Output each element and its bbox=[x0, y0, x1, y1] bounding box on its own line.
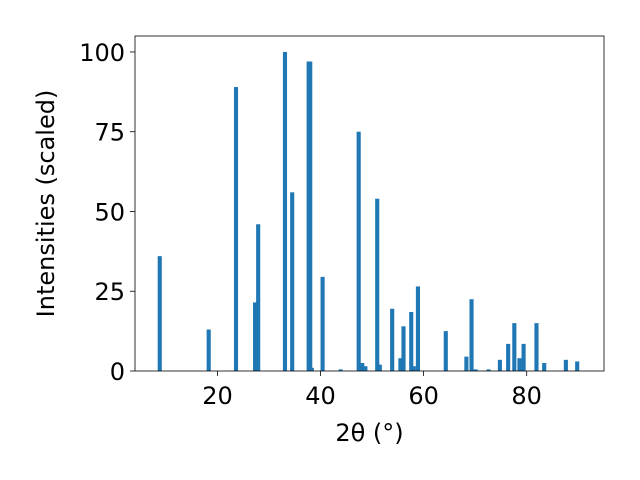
x-tick-label: 80 bbox=[511, 382, 542, 410]
bar bbox=[563, 359, 568, 371]
bar bbox=[320, 276, 325, 371]
bar bbox=[409, 311, 414, 371]
bar bbox=[360, 363, 365, 371]
x-tick-label: 20 bbox=[202, 382, 233, 410]
bar bbox=[401, 326, 406, 371]
bar bbox=[486, 369, 491, 371]
bar bbox=[233, 87, 239, 372]
bar bbox=[375, 198, 380, 371]
bar bbox=[415, 286, 420, 371]
bar bbox=[469, 299, 474, 371]
x-tick-label: 40 bbox=[305, 382, 336, 410]
bar bbox=[206, 329, 211, 371]
bar bbox=[282, 51, 288, 371]
bar bbox=[390, 308, 395, 371]
bar-series bbox=[157, 51, 580, 372]
bar bbox=[256, 224, 261, 371]
bar bbox=[308, 61, 313, 372]
x-axis-title: 2θ (°) bbox=[335, 419, 403, 447]
bar bbox=[497, 359, 502, 371]
y-axis-ticks: 0 25 50 75 100 bbox=[79, 39, 135, 386]
bar bbox=[506, 343, 511, 371]
y-axis-title: Intensities (scaled) bbox=[32, 90, 60, 318]
y-tick-label: 50 bbox=[94, 198, 125, 226]
bar bbox=[411, 366, 416, 371]
bar bbox=[443, 331, 448, 371]
plot-frame bbox=[134, 35, 605, 372]
x-axis-ticks: 20 40 60 80 bbox=[202, 371, 542, 410]
bar bbox=[464, 356, 469, 371]
bar bbox=[356, 131, 361, 371]
bar bbox=[473, 369, 478, 371]
bar bbox=[542, 363, 547, 371]
bar bbox=[290, 192, 295, 371]
bar bbox=[534, 323, 539, 371]
bar bbox=[377, 364, 382, 371]
bar bbox=[575, 361, 580, 371]
bar bbox=[157, 256, 162, 371]
bar bbox=[521, 343, 526, 371]
bar bbox=[512, 323, 517, 371]
y-tick-label: 100 bbox=[79, 39, 125, 67]
y-tick-label: 25 bbox=[94, 278, 125, 306]
x-tick-label: 60 bbox=[408, 382, 439, 410]
bar bbox=[253, 302, 258, 371]
bar bbox=[517, 358, 522, 371]
y-tick-label: 75 bbox=[94, 119, 125, 147]
bar bbox=[363, 366, 368, 371]
bar bbox=[398, 358, 403, 371]
bar bbox=[309, 367, 314, 371]
bar bbox=[338, 369, 343, 371]
y-tick-label: 0 bbox=[110, 358, 125, 386]
